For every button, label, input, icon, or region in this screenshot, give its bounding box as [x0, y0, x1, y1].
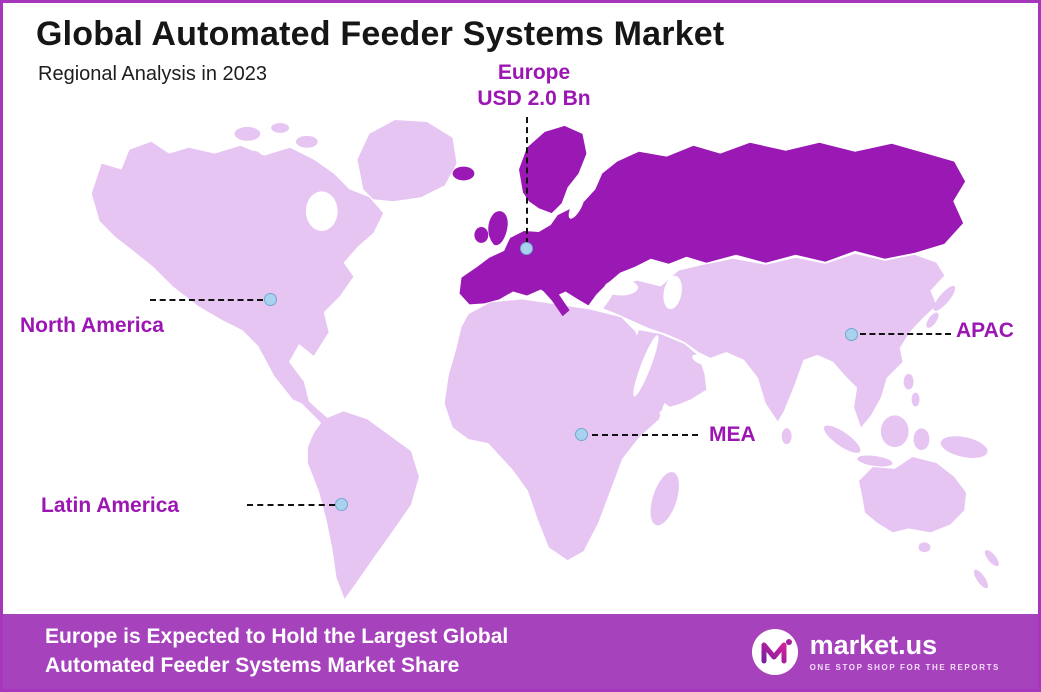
footer-message: Europe is Expected to Hold the Largest G… [45, 623, 508, 680]
marker-dot-europe [520, 242, 533, 255]
hudson-bay [305, 191, 338, 232]
south-america-region [307, 411, 419, 599]
region-label-europe: Europe USD 2.0 Bn [459, 60, 609, 113]
caspian-sea [663, 275, 682, 310]
brand-name: market.us [809, 629, 938, 660]
connector-line-north-america [150, 299, 263, 301]
ireland-region [474, 227, 489, 243]
persian-gulf [692, 354, 709, 366]
uk-region [488, 211, 508, 246]
island [940, 436, 988, 459]
island [244, 150, 261, 159]
island [823, 425, 861, 453]
island [911, 392, 920, 407]
island [913, 428, 930, 451]
brand-text: market.us ONE STOP SHOP FOR THE REPORTS [809, 629, 1000, 672]
connector-line-latin-america [247, 504, 335, 506]
island [781, 428, 792, 445]
world-map [91, 119, 999, 599]
region-label-mea: MEA [709, 423, 756, 446]
island [903, 373, 914, 390]
highlighted-europe-region [452, 125, 966, 317]
page-subtitle: Regional Analysis in 2023 [38, 63, 268, 85]
iceland-region [452, 166, 475, 181]
black-sea [604, 279, 638, 296]
footer-message-line1: Europe is Expected to Hold the Largest G… [45, 625, 509, 649]
connector-line-europe [526, 117, 528, 244]
island [271, 122, 290, 133]
madagascar-region [650, 472, 679, 526]
marker-dot-apac [845, 328, 858, 341]
marker-dot-latin-america [335, 498, 348, 511]
region-label-north-america: North America [20, 314, 164, 337]
region-label-latin-america: Latin America [41, 494, 180, 517]
marker-dot-mea [575, 428, 588, 441]
north-america-region [91, 141, 384, 438]
scandinavia-region [519, 125, 587, 214]
brand-block: market.us ONE STOP SHOP FOR THE REPORTS [751, 628, 1000, 676]
italy-region [542, 282, 570, 317]
island [234, 126, 261, 141]
sea-cutouts [305, 191, 709, 416]
island [295, 135, 318, 148]
connector-line-mea [592, 434, 698, 436]
brand-tagline: ONE STOP SHOP FOR THE REPORTS [809, 662, 1000, 672]
island [918, 542, 931, 553]
asia-region [603, 253, 945, 428]
africa-region [444, 299, 667, 561]
page-title: Global Automated Feeder Systems Market [36, 15, 725, 53]
marker-dot-north-america [264, 293, 277, 306]
greenland-region [357, 119, 457, 202]
connector-line-apac [860, 333, 951, 335]
japan-region [926, 312, 939, 328]
gulf-of-aden [659, 403, 691, 416]
europe-value: USD 2.0 Bn [477, 87, 591, 111]
japan-region [933, 285, 956, 311]
baltic-sea [568, 193, 585, 219]
australia-region [859, 457, 967, 533]
marketus-logo-icon [751, 628, 798, 675]
footer-banner: Europe is Expected to Hold the Largest G… [3, 614, 1038, 689]
island [984, 550, 999, 567]
europe-name: Europe [497, 61, 571, 84]
footer-message-line2: Automated Feeder Systems Market Share [45, 653, 460, 677]
island [857, 455, 893, 467]
island [973, 569, 989, 589]
europe-russia-region [459, 142, 966, 306]
island [880, 415, 909, 448]
red-sea [633, 335, 659, 397]
region-label-apac: APAC [956, 319, 1014, 342]
